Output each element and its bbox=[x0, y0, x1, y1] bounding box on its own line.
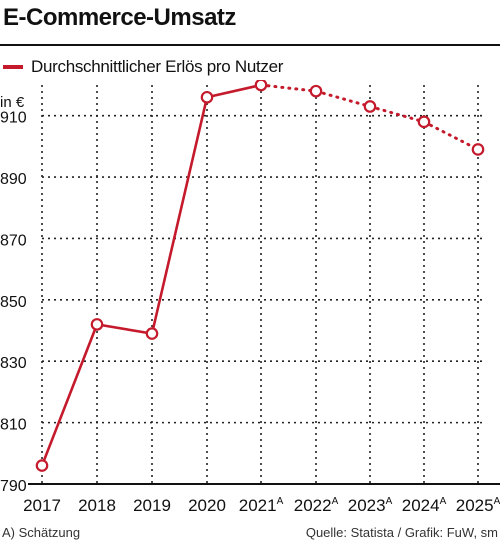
y-axis-label: in € bbox=[0, 94, 25, 111]
title-divider bbox=[0, 44, 500, 46]
x-tick-label: 2023A bbox=[348, 496, 393, 515]
data-point bbox=[417, 115, 431, 129]
legend-label: Durchschnittlicher Erlös pro Nutzer bbox=[31, 57, 284, 76]
x-tick-label: 2018 bbox=[78, 496, 116, 515]
x-tick-label: 2019 bbox=[133, 496, 171, 515]
y-tick-label: 850 bbox=[0, 294, 27, 311]
x-tick-label: 2021A bbox=[239, 496, 284, 515]
x-tick-label: 2020 bbox=[188, 496, 226, 515]
data-point bbox=[200, 90, 214, 104]
y-tick-label: 790 bbox=[0, 478, 27, 495]
x-tick-label: 2017 bbox=[23, 496, 61, 515]
x-tick-label: 2025A bbox=[456, 496, 500, 515]
y-tick-label: 810 bbox=[0, 417, 27, 434]
series-line-actual bbox=[40, 83, 262, 467]
data-point bbox=[35, 459, 49, 472]
y-tick-label: 910 bbox=[0, 110, 27, 127]
legend: Durchschnittlicher Erlös pro Nutzer bbox=[3, 56, 283, 78]
y-tick-label: 830 bbox=[0, 355, 27, 372]
data-point bbox=[309, 84, 323, 98]
x-tick-label: 2024A bbox=[402, 496, 447, 515]
y-tick-label: 890 bbox=[0, 171, 27, 188]
legend-swatch bbox=[3, 65, 23, 69]
y-tick-label: 870 bbox=[0, 232, 27, 249]
footnote: A) Schätzung bbox=[2, 525, 81, 540]
source-credit: Quelle: Statista / Grafik: FuW, sm bbox=[305, 525, 498, 540]
chart-title: E-Commerce-Umsatz bbox=[3, 4, 236, 31]
data-point bbox=[471, 143, 485, 156]
data-point bbox=[145, 327, 159, 340]
data-point bbox=[363, 100, 377, 113]
x-tick-label: 2022A bbox=[294, 496, 339, 515]
data-point bbox=[90, 318, 104, 331]
data-point bbox=[254, 80, 268, 92]
